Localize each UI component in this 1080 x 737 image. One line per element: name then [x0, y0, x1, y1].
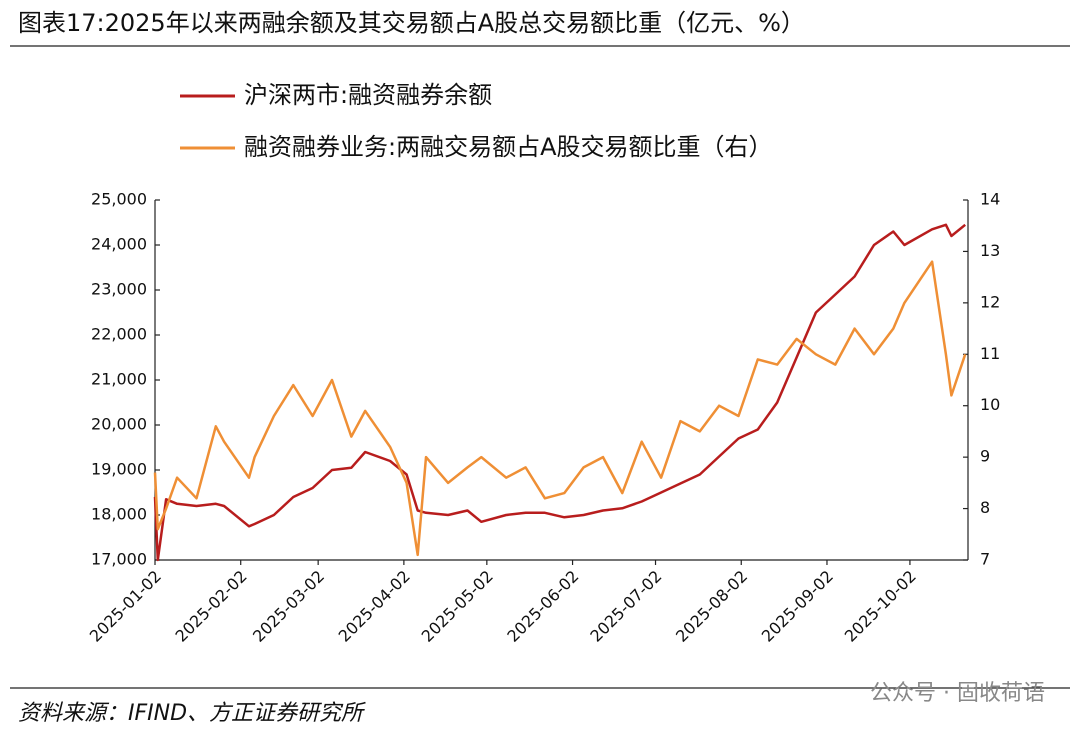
y2-tick-label: 14: [980, 190, 1000, 209]
x-tick-label: 2025-09-02: [758, 567, 837, 646]
y2-tick-label: 12: [980, 292, 1000, 311]
y-tick-label: 22,000: [91, 325, 147, 344]
x-tick-label: 2025-01-02: [86, 567, 165, 646]
y-tick-label: 20,000: [91, 415, 147, 434]
legend-label: 融资融券业务:两融交易额占A股交易额比重（右）: [244, 133, 773, 161]
y-tick-label: 25,000: [91, 190, 147, 209]
x-tick-label: 2025-05-02: [418, 567, 497, 646]
y2-tick-label: 10: [980, 395, 1000, 414]
x-tick-label: 2025-08-02: [672, 567, 751, 646]
y2-tick-label: 7: [980, 550, 990, 569]
y2-tick-label: 9: [980, 447, 990, 466]
y-tick-label: 23,000: [91, 280, 147, 299]
y-tick-label: 17,000: [91, 550, 147, 569]
x-tick-label: 2025-02-02: [172, 567, 251, 646]
legend-label: 沪深两市:融资融券余额: [244, 81, 492, 109]
x-tick-label: 2025-10-02: [841, 567, 920, 646]
series-line: [153, 223, 966, 562]
x-tick-label: 2025-04-02: [335, 567, 414, 646]
source-note: 资料来源：IFIND、方正证券研究所: [18, 701, 366, 726]
y2-tick-label: 13: [980, 241, 1000, 260]
y-tick-label: 24,000: [91, 235, 147, 254]
y-tick-label: 21,000: [91, 370, 147, 389]
y-tick-label: 19,000: [91, 460, 147, 479]
series-line: [153, 260, 967, 557]
x-tick-label: 2025-03-02: [249, 567, 328, 646]
y2-tick-label: 11: [980, 344, 1000, 363]
x-tick-label: 2025-06-02: [503, 567, 582, 646]
x-tick-label: 2025-07-02: [586, 567, 665, 646]
watermark: 公众号 · 固收荷语: [870, 681, 1045, 706]
chart-title: 图表17:2025年以来两融余额及其交易额占A股总交易额比重（亿元、%）: [18, 9, 805, 37]
y-tick-label: 18,000: [91, 505, 147, 524]
y2-tick-label: 8: [980, 498, 990, 517]
